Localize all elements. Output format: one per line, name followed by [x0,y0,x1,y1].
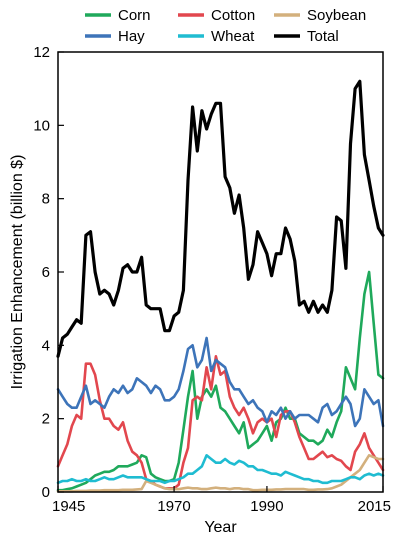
x-tick-label: 1970 [157,498,190,515]
legend-entry-corn: Corn [85,7,151,24]
x-tick-label: 1945 [52,498,85,515]
legend: Corn Cotton Soybean Hay Wheat Total [85,7,366,45]
x-tick-label: 2015 [358,498,391,515]
x-axis-label: Year [204,519,237,536]
legend-label: Total [307,28,339,45]
y-axis-label: Irrigation Enhancement (billion $) [9,155,26,390]
legend-entry-wheat: Wheat [178,28,255,45]
legend-label: Cotton [211,7,255,24]
legend-label: Corn [118,7,151,24]
series-line-corn [56,270,385,492]
legend-entry-total: Total [274,28,339,45]
series-layer [56,79,385,493]
y-tick-label: 2 [42,411,50,428]
y-tick-label: 12 [33,44,50,61]
y-tick-label: 8 [42,191,50,208]
legend-entry-hay: Hay [85,28,145,45]
y-tick-label: 4 [42,337,50,354]
series-line-wheat [56,454,385,485]
series-line-soybean [56,454,385,493]
y-tick-label: 6 [42,264,50,281]
y-tick-label: 0 [42,484,50,501]
legend-label: Wheat [211,28,255,45]
legend-label: Soybean [307,7,366,24]
series-line-total [56,79,385,358]
y-tick-label: 10 [33,117,50,134]
ticks-layer: 0 2 4 6 8 10 12 1945 1970 1990 2015 [33,44,391,515]
legend-label: Hay [118,28,145,45]
series-line-cotton [56,355,385,490]
legend-entry-soybean: Soybean [274,7,366,24]
x-tick-label: 1990 [250,498,283,515]
legend-entry-cotton: Cotton [178,7,255,24]
series-line-hay [56,336,385,428]
